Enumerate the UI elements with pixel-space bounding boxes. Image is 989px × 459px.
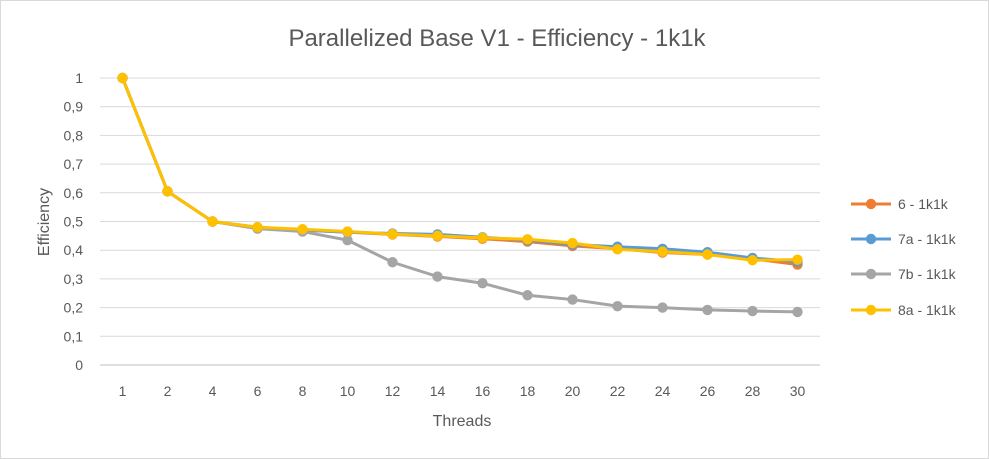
x-tick-label: 2 — [164, 383, 172, 399]
y-tick-label: 0,8 — [64, 127, 84, 143]
data-point — [747, 255, 758, 266]
x-tick-label: 16 — [475, 383, 491, 399]
legend-label: 6 - 1k1k — [898, 196, 949, 212]
x-tick-label: 8 — [299, 383, 307, 399]
data-point — [657, 246, 668, 257]
x-tick-label: 1 — [119, 383, 127, 399]
data-point — [342, 226, 353, 237]
legend-label: 8a - 1k1k — [898, 302, 957, 318]
x-axis-label: Threads — [433, 413, 492, 430]
legend-swatch-marker — [865, 304, 877, 316]
legend-item: 8a - 1k1k — [851, 302, 957, 318]
data-point — [342, 234, 353, 246]
y-tick-label: 0,9 — [64, 99, 84, 115]
data-point — [432, 230, 443, 242]
series-group — [117, 72, 803, 318]
legend-label: 7b - 1k1k — [898, 266, 957, 282]
series-line — [121, 77, 798, 314]
data-point — [387, 228, 398, 240]
data-point — [567, 294, 578, 305]
series-1 — [117, 72, 803, 270]
x-tick-label: 6 — [254, 383, 262, 399]
series-line — [121, 77, 798, 262]
data-point — [477, 278, 488, 289]
legend: 6 - 1k1k 7a - 1k1k 7b - 1k1k 8a - 1k1k — [851, 196, 957, 318]
x-tick-label: 18 — [520, 383, 536, 399]
legend-swatch-marker — [865, 268, 877, 280]
data-point — [207, 216, 218, 227]
x-tick-label: 20 — [565, 383, 581, 399]
x-tick-label: 10 — [340, 383, 356, 399]
data-point — [522, 234, 533, 245]
x-tick-label: 12 — [385, 383, 401, 399]
legend-item: 6 - 1k1k — [851, 196, 949, 212]
x-tick-label: 30 — [790, 383, 806, 399]
data-point — [657, 302, 668, 313]
y-axis-label: Efficiency — [36, 188, 53, 256]
data-point — [387, 257, 398, 268]
series-3 — [117, 72, 803, 318]
data-point — [792, 254, 803, 265]
data-point — [702, 249, 713, 260]
series-4 — [117, 72, 803, 266]
data-point — [612, 300, 623, 312]
legend-label: 7a - 1k1k — [898, 231, 957, 247]
y-tick-label: 0,5 — [64, 214, 84, 230]
y-tick-label: 1 — [75, 70, 83, 86]
y-tick-label: 0,4 — [64, 242, 84, 258]
legend-swatch-marker — [865, 198, 877, 210]
x-tick-label: 26 — [700, 383, 716, 399]
series-line — [121, 77, 798, 264]
x-tick-label: 14 — [430, 383, 446, 399]
x-tick-label: 22 — [610, 383, 626, 399]
y-tick-label: 0,7 — [64, 156, 84, 172]
data-point — [747, 305, 758, 317]
y-axis-ticks: 0 0,1 0,2 0,3 0,4 0,5 0,6 0,7 0,8 0,9 1 — [64, 70, 84, 373]
data-point — [567, 237, 578, 249]
y-tick-label: 0 — [75, 357, 83, 373]
data-point — [297, 224, 308, 235]
x-tick-label: 28 — [745, 383, 761, 399]
data-point — [477, 232, 488, 244]
legend-item: 7b - 1k1k — [851, 266, 957, 282]
data-point — [792, 306, 803, 318]
data-point — [117, 72, 128, 84]
y-tick-label: 0,1 — [64, 328, 84, 344]
chart-title: Parallelized Base V1 - Efficiency - 1k1k — [288, 25, 706, 52]
y-tick-label: 0,2 — [64, 300, 84, 316]
data-point — [432, 271, 443, 282]
y-tick-label: 0,6 — [64, 185, 84, 201]
legend-item: 7a - 1k1k — [851, 231, 957, 247]
data-point — [702, 304, 713, 316]
x-tick-label: 24 — [655, 383, 671, 399]
legend-swatch-marker — [865, 233, 877, 245]
data-point — [522, 290, 533, 301]
y-tick-label: 0,3 — [64, 271, 84, 287]
data-point — [252, 222, 263, 233]
x-axis-ticks: 1 2 4 6 8 10 12 14 16 18 20 22 24 26 28 30 — [119, 383, 806, 399]
data-point — [612, 244, 623, 255]
x-tick-label: 4 — [209, 383, 217, 399]
data-point — [162, 186, 173, 197]
